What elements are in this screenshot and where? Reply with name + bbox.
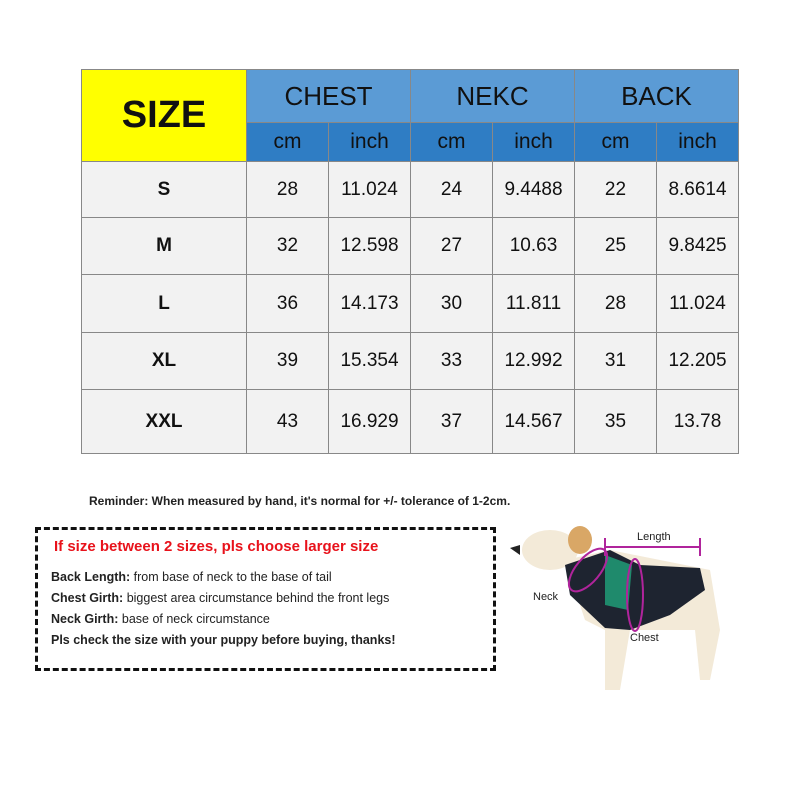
unit-header: inch (492, 122, 575, 162)
table-cell: 27 (410, 217, 493, 275)
unit-header: cm (410, 122, 493, 162)
chest-header: CHEST (246, 69, 411, 123)
note-back-length: Back Length: from base of neck to the ba… (51, 570, 332, 584)
neck-header: NEKC (410, 69, 575, 123)
back-header: BACK (574, 69, 739, 123)
table-cell: 39 (246, 332, 329, 390)
table-cell: 12.992 (492, 332, 575, 390)
note-label: Pls check the size with your puppy befor… (51, 633, 396, 647)
table-cell: 37 (410, 389, 493, 454)
table-cell: 31 (574, 332, 657, 390)
table-cell: 14.173 (328, 274, 411, 333)
unit-header: cm (574, 122, 657, 162)
table-cell: 12.205 (656, 332, 739, 390)
size-label: XXL (81, 389, 247, 454)
notes-box: If size between 2 sizes, pls choose larg… (35, 527, 496, 671)
table-cell: 9.4488 (492, 161, 575, 218)
dog-measurement-illustration (510, 526, 720, 690)
unit-header: inch (656, 122, 739, 162)
note-check: Pls check the size with your puppy befor… (51, 633, 396, 647)
table-cell: 36 (246, 274, 329, 333)
note-text: from base of neck to the base of tail (130, 570, 332, 584)
table-cell: 10.63 (492, 217, 575, 275)
table-row: XL 39 15.354 33 12.992 31 12.205 (81, 332, 739, 390)
table-cell: 16.929 (328, 389, 411, 454)
table-cell: 11.811 (492, 274, 575, 333)
reminder-text: Reminder: When measured by hand, it's no… (89, 494, 511, 508)
table-row: M 32 12.598 27 10.63 25 9.8425 (81, 217, 739, 275)
table-cell: 32 (246, 217, 329, 275)
table-row: XXL 43 16.929 37 14.567 35 13.78 (81, 389, 739, 454)
note-neck-girth: Neck Girth: base of neck circumstance (51, 612, 270, 626)
table-cell: 28 (246, 161, 329, 218)
table-cell: 43 (246, 389, 329, 454)
dog-icon (510, 526, 720, 690)
size-header: SIZE (81, 69, 247, 162)
table-cell: 30 (410, 274, 493, 333)
length-label: Length (637, 531, 671, 543)
warning-text: If size between 2 sizes, pls choose larg… (54, 538, 379, 555)
table-row: L 36 14.173 30 11.811 28 11.024 (81, 274, 739, 333)
size-label: XL (81, 332, 247, 390)
note-text: base of neck circumstance (118, 612, 270, 626)
table-cell: 22 (574, 161, 657, 218)
unit-header: inch (328, 122, 411, 162)
table-cell: 9.8425 (656, 217, 739, 275)
table-cell: 28 (574, 274, 657, 333)
neck-label: Neck (533, 591, 559, 603)
table-cell: 33 (410, 332, 493, 390)
table-cell: 13.78 (656, 389, 739, 454)
table-cell: 15.354 (328, 332, 411, 390)
table-cell: 25 (574, 217, 657, 275)
chest-label: Chest (630, 632, 659, 644)
unit-header: cm (246, 122, 329, 162)
table-cell: 11.024 (656, 274, 739, 333)
note-label: Neck Girth: (51, 612, 119, 626)
table-cell: 14.567 (492, 389, 575, 454)
note-chest-girth: Chest Girth: biggest area circumstance b… (51, 591, 389, 605)
note-label: Chest Girth: (51, 591, 124, 605)
note-label: Back Length: (51, 570, 131, 584)
table-cell: 11.024 (328, 161, 411, 218)
size-label: S (81, 161, 247, 218)
table-cell: 35 (574, 389, 657, 454)
measure-lines (567, 538, 701, 632)
table-cell: 12.598 (328, 217, 411, 275)
table-cell: 8.6614 (656, 161, 739, 218)
size-chart-table: SIZE CHEST NEKC BACK cm inch cm inch cm inch … (81, 69, 739, 454)
table-row: S 28 11.024 24 9.4488 22 8.6614 (81, 161, 739, 218)
size-label: M (81, 217, 247, 275)
size-label: L (81, 274, 247, 333)
note-text: biggest area circumstance behind the fro… (123, 591, 390, 605)
table-cell: 24 (410, 161, 493, 218)
